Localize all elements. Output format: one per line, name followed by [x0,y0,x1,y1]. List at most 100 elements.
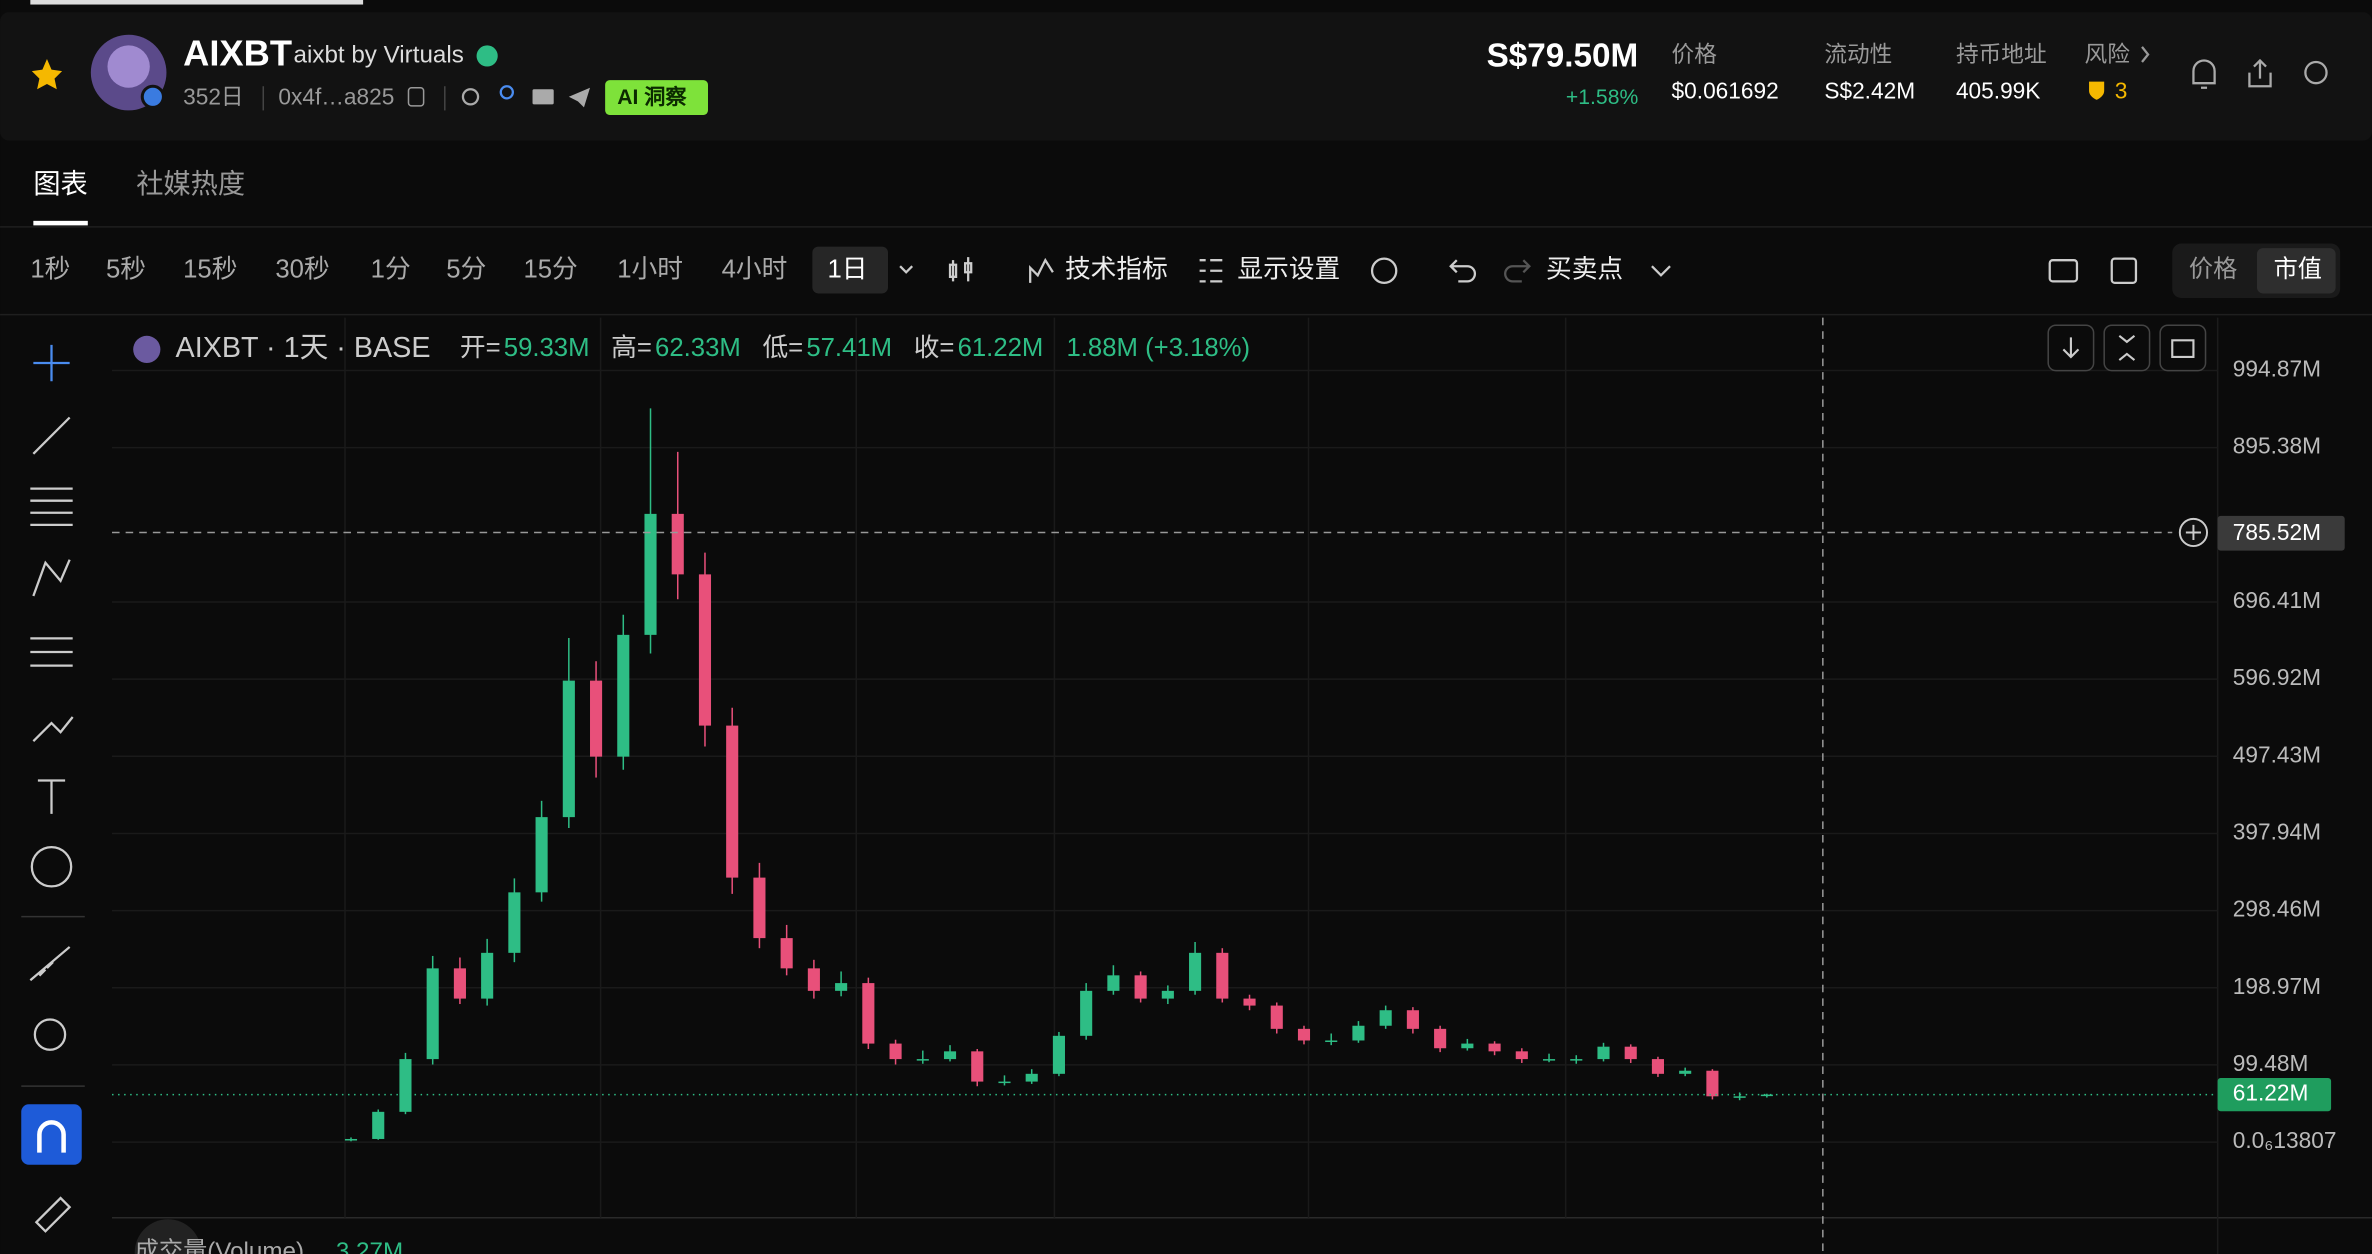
mode-option[interactable]: 市值 [2274,256,2322,283]
interval-button[interactable]: 15分 [523,256,577,284]
zoom-tool[interactable] [33,1018,67,1051]
chevron[interactable] [899,265,914,274]
drawing-tool[interactable] [32,716,74,743]
candle-body [1651,1059,1665,1074]
interval-button[interactable]: 1小时 [617,255,683,284]
candle-body [508,892,521,953]
interval-button[interactable]: 1日 [827,256,867,284]
mode-option[interactable]: 价格 [2189,256,2237,283]
candle-body [1488,1043,1501,1052]
drawing-tool[interactable] [30,487,73,527]
interval-button[interactable]: 30秒 [275,255,329,284]
indicator-icon[interactable] [1029,257,1054,283]
plus [2185,524,2201,541]
chart-button[interactable] [2103,324,2151,372]
browser-tab [30,0,364,5]
candle-body [698,574,712,726]
candle-body [1297,1028,1311,1041]
candle-body [1733,1096,1746,1098]
undo-icon[interactable] [1449,259,1476,283]
candle-body [644,513,657,635]
candle-body [1216,952,1229,999]
interval-button[interactable]: 1分 [371,256,411,284]
interval-button[interactable]: 5秒 [106,255,146,284]
legend-symbol: AIXBT · 1天 · BASE [176,332,431,364]
legend-key: 高= [611,333,652,362]
candle-body [835,983,848,991]
settings-icon[interactable] [2304,60,2328,85]
interval-button[interactable]: 1秒 [30,255,70,284]
candle-body [1406,1010,1419,1029]
candle-body [1080,990,1093,1036]
stat-value: $0.061692 [1672,77,1779,103]
active-interval-box [812,246,889,294]
ai-badge-label[interactable]: AI 洞察 [617,84,687,109]
ai-badge[interactable] [605,80,708,115]
favorite-star[interactable] [31,58,63,90]
interval-button[interactable]: 15秒 [183,255,237,284]
candle-body [453,968,466,999]
candle-body [1052,1035,1065,1074]
display-button[interactable]: 显示设置 [1237,256,1340,284]
fullscreen-icon[interactable] [2110,257,2138,285]
magnet-tool[interactable] [21,1104,82,1165]
crosshair-label: 785.52M [2233,519,2321,545]
layout-icon[interactable] [2048,259,2079,283]
redo-icon[interactable] [1504,259,1531,283]
candle-body [1461,1043,1474,1049]
tab[interactable]: 图表 [33,168,87,199]
legend-value: 61.22M [958,334,1044,362]
drawing-tool[interactable] [32,559,71,597]
tab[interactable]: 社媒热度 [136,168,245,199]
legend-icon [133,335,161,364]
candle-body [1243,998,1256,1006]
share-icon[interactable] [2248,58,2272,88]
candle-body [726,725,739,878]
trade-points-button[interactable]: 买卖点 [1546,255,1623,284]
candle-body [1352,1025,1365,1041]
stat-value: 405.99K [1956,77,2040,103]
drawing-tool[interactable] [33,344,70,382]
candle-type-icon[interactable] [948,257,973,282]
interval-button[interactable]: 5分 [446,256,486,284]
drawing-tool[interactable] [29,946,71,982]
legend-key: 开= [460,334,501,362]
copy-icon[interactable] [407,86,425,107]
token-address[interactable]: 0x4f…a825 [278,83,394,109]
candle-body [1161,990,1174,999]
candle-body [1134,975,1147,999]
y-tick-label: 99.48M [2233,1050,2309,1076]
magnet-icon[interactable] [37,1120,66,1153]
drawing-tool[interactable] [37,779,66,814]
stat-label: 风险 [2085,41,2131,67]
emoji-tool[interactable] [30,845,73,888]
candle-body [1624,1046,1637,1060]
telegram-icon[interactable] [568,87,591,108]
candle-body [998,1081,1011,1084]
search-icon[interactable] [461,88,480,106]
drawing-tool[interactable] [32,416,71,455]
indicators-button[interactable]: 技术指标 [1065,255,1168,284]
display-icon[interactable] [1199,259,1223,283]
holder-icon[interactable] [499,85,514,100]
chart-button[interactable] [2159,324,2207,372]
candle-body [753,877,766,939]
candle-body [889,1043,902,1060]
drawing-tool[interactable] [34,1196,72,1233]
gear-icon[interactable] [1370,257,1398,285]
y-tick-label: 696.41M [2233,587,2321,613]
candle-body [916,1059,929,1061]
candle-body [1706,1070,1719,1097]
chevron[interactable] [1651,265,1671,277]
candle-body [943,1051,957,1060]
token-subtitle: aixbt by Virtuals [294,41,464,68]
interval-button[interactable]: 4小时 [722,255,788,284]
candle-body [372,1111,385,1139]
alert-icon[interactable] [2192,59,2216,89]
legend-key: 低= [762,333,803,362]
web-icon[interactable] [532,89,554,105]
candle-body [426,968,439,1060]
market-cap: S$79.50M [1487,37,1639,74]
drawing-tool[interactable] [30,637,73,667]
